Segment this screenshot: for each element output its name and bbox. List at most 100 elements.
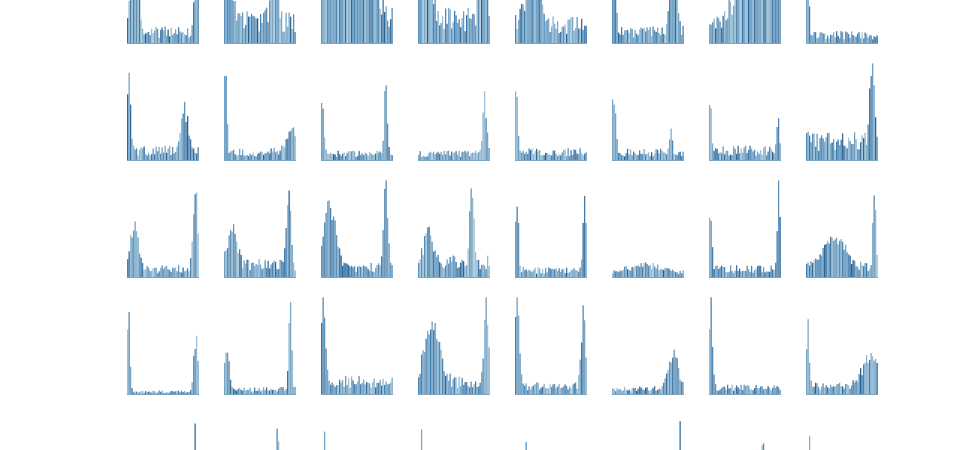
histogram-bar bbox=[681, 34, 683, 43]
histogram-bar bbox=[822, 33, 824, 43]
histogram-bar bbox=[467, 385, 469, 394]
histogram-bar bbox=[758, 153, 760, 160]
histogram-panel-r3c6 bbox=[709, 297, 781, 395]
histogram-bar bbox=[346, 153, 348, 160]
histogram-bar bbox=[843, 249, 845, 277]
histogram-bar bbox=[639, 386, 641, 394]
histogram-bar bbox=[761, 445, 763, 450]
histogram-bar bbox=[569, 271, 571, 277]
histogram-bar bbox=[769, 0, 771, 43]
histogram-bar bbox=[627, 269, 629, 277]
histogram-bar bbox=[531, 148, 533, 160]
histogram-panel-r2c7 bbox=[806, 195, 878, 278]
histogram-bar bbox=[327, 201, 329, 277]
histogram-bar bbox=[257, 264, 259, 277]
histogram-bar bbox=[869, 269, 871, 277]
histogram-bar bbox=[555, 387, 557, 394]
histogram-bar bbox=[730, 154, 732, 160]
histogram-bar bbox=[818, 387, 820, 394]
histogram-bar bbox=[358, 265, 360, 277]
histogram-bar bbox=[645, 262, 647, 277]
histogram-bar bbox=[873, 36, 875, 43]
histogram-bar bbox=[469, 156, 471, 160]
histogram-bar bbox=[709, 217, 711, 277]
histogram-bar bbox=[276, 428, 278, 450]
histogram-bar bbox=[448, 380, 450, 394]
histogram-bar bbox=[657, 27, 659, 43]
histogram-bar bbox=[331, 0, 333, 43]
histogram-bar bbox=[167, 148, 169, 160]
histogram-bar bbox=[530, 0, 532, 43]
histogram-bar bbox=[418, 377, 420, 394]
histogram-bar bbox=[276, 151, 278, 160]
histogram-bar bbox=[740, 0, 742, 43]
histogram-bar bbox=[546, 19, 548, 43]
histogram-bar bbox=[543, 273, 545, 277]
histogram-bar bbox=[178, 27, 180, 43]
histogram-bar bbox=[288, 190, 290, 277]
histogram-bar bbox=[175, 391, 177, 394]
histogram-bar bbox=[130, 104, 132, 160]
histogram-bar bbox=[487, 0, 489, 43]
histogram-bar bbox=[342, 153, 344, 160]
histogram-bar bbox=[821, 386, 823, 394]
histogram-bar bbox=[642, 28, 644, 43]
histogram-bar bbox=[433, 3, 435, 43]
histogram-bar bbox=[649, 27, 651, 43]
histogram-bar bbox=[828, 243, 830, 277]
histogram-bar bbox=[849, 141, 851, 160]
histogram-bar bbox=[631, 155, 633, 160]
histogram-bar bbox=[769, 387, 771, 394]
histogram-bar bbox=[673, 0, 675, 43]
histogram-bar bbox=[546, 387, 548, 394]
histogram-bar bbox=[160, 29, 162, 43]
histogram-bar bbox=[867, 37, 869, 43]
histogram-bar bbox=[746, 0, 748, 44]
histogram-bar bbox=[322, 0, 324, 43]
histogram-bar bbox=[649, 390, 651, 394]
histogram-bar bbox=[194, 152, 196, 160]
histogram-bar bbox=[149, 155, 151, 160]
histogram-bar bbox=[864, 362, 866, 394]
histogram-bar bbox=[812, 133, 814, 160]
histogram-bar bbox=[391, 8, 393, 44]
histogram-bar bbox=[719, 21, 721, 43]
histogram-bar bbox=[145, 269, 147, 277]
histogram-bar bbox=[488, 347, 490, 394]
histogram-bar bbox=[345, 0, 347, 43]
histogram-bar bbox=[294, 136, 296, 160]
histogram-bar bbox=[254, 16, 256, 43]
histogram-bar bbox=[555, 28, 557, 43]
histogram-bar bbox=[722, 15, 724, 44]
histogram-bar bbox=[369, 383, 371, 394]
histogram-bar bbox=[190, 139, 192, 160]
histogram-bar bbox=[775, 144, 777, 160]
histogram-bar bbox=[863, 266, 865, 277]
histogram-bar bbox=[624, 266, 626, 277]
histogram-bar bbox=[137, 237, 139, 277]
histogram-bar bbox=[148, 31, 150, 43]
histogram-bar bbox=[576, 270, 578, 277]
histogram-bar bbox=[382, 378, 384, 394]
histogram-bar bbox=[669, 268, 671, 277]
histogram-bar bbox=[360, 0, 362, 43]
histogram-bar bbox=[807, 131, 809, 160]
histogram-bar bbox=[260, 14, 262, 43]
histogram-panel-r3c2 bbox=[321, 297, 393, 395]
histogram-bar bbox=[382, 0, 384, 44]
histogram-bar bbox=[266, 7, 268, 43]
histogram-bar bbox=[575, 382, 577, 394]
histogram-bar bbox=[645, 387, 647, 394]
histogram-bar bbox=[836, 384, 838, 394]
histogram-bar bbox=[160, 391, 162, 394]
histogram-bar bbox=[237, 388, 239, 394]
histogram-bar bbox=[158, 390, 160, 394]
histogram-bar bbox=[613, 270, 615, 277]
histogram-bar bbox=[739, 0, 741, 43]
histogram-bar bbox=[522, 383, 524, 394]
histogram-bar bbox=[728, 388, 730, 394]
histogram-bar bbox=[255, 18, 257, 43]
histogram-bar bbox=[743, 147, 745, 160]
histogram-bar bbox=[322, 236, 324, 277]
